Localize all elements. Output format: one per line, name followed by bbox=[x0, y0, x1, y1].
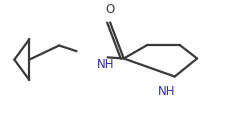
Text: O: O bbox=[106, 3, 115, 16]
Text: NH: NH bbox=[158, 85, 176, 98]
Text: NH: NH bbox=[96, 58, 114, 71]
